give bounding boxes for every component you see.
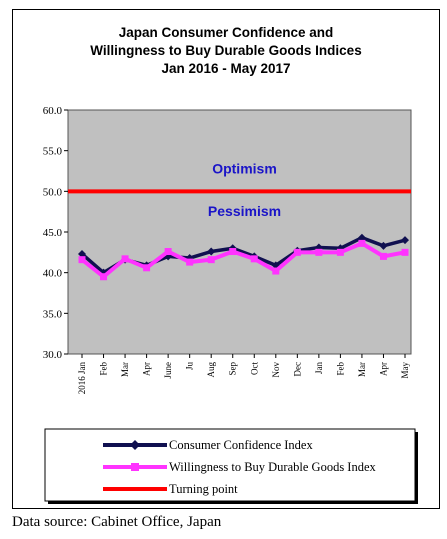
series-2-point xyxy=(164,248,172,256)
x-tick-label: Jan xyxy=(314,362,324,374)
x-tick-label: Apr xyxy=(378,362,388,376)
legend-label-3: Turning point xyxy=(169,482,238,496)
series-line-2 xyxy=(80,241,406,279)
series-2-point xyxy=(78,256,86,264)
y-tick-label: 60.0 xyxy=(43,105,63,117)
y-tick-label: 55.0 xyxy=(43,146,63,158)
series-2-point xyxy=(100,273,108,281)
x-tick-label: June xyxy=(163,362,173,379)
x-tick-label: Feb xyxy=(335,362,345,376)
x-tick-label: May xyxy=(400,362,410,379)
series-1-point xyxy=(379,241,388,250)
y-tick-label: 50.0 xyxy=(43,186,63,198)
series-2-point xyxy=(186,258,194,266)
x-tick-label: Mar xyxy=(120,362,130,377)
series-2-point xyxy=(336,248,344,256)
x-tick-label: Sep xyxy=(228,362,238,376)
series-2-point xyxy=(358,239,366,247)
series-2-point xyxy=(143,264,151,272)
series-1-point xyxy=(78,249,86,258)
annotation-optimism: Optimism xyxy=(212,161,277,177)
data-source-caption: Data source: Cabinet Office, Japan xyxy=(12,514,222,530)
x-tick-label: Dec xyxy=(292,362,302,377)
annotation-pessimism: Pessimism xyxy=(208,203,281,219)
series-2-point xyxy=(379,252,387,260)
series-2-point xyxy=(401,248,409,256)
series-2-point xyxy=(121,255,129,263)
legend-marker-2 xyxy=(131,463,139,471)
y-tick-label: 30.0 xyxy=(43,349,63,361)
x-tick-label: Mar xyxy=(357,362,367,377)
series-1-point xyxy=(357,233,366,242)
series-1-point xyxy=(207,247,216,256)
series-2-point xyxy=(207,256,215,264)
x-tick-label: Aug xyxy=(206,362,216,378)
chart-title-line: Jan 2016 - May 2017 xyxy=(161,61,290,76)
x-tick-label: 2016 Jan xyxy=(77,362,87,395)
series-1-point xyxy=(401,236,409,245)
x-tick-label: Oct xyxy=(249,362,259,375)
series-2-point xyxy=(272,267,280,275)
y-tick-label: 40.0 xyxy=(43,268,63,280)
series-2-point xyxy=(250,255,258,263)
series-2-point xyxy=(315,248,323,256)
chart-title-line: Willingness to Buy Durable Goods Indices xyxy=(90,43,361,58)
chart-frame: Japan Consumer Confidence and Willingness… xyxy=(12,9,440,509)
series-1-point xyxy=(271,261,280,270)
legend-label-1: Consumer Confidence Index xyxy=(169,438,313,452)
y-tick-label: 35.0 xyxy=(43,308,63,320)
x-tick-label: Ju xyxy=(185,362,195,371)
plot-area xyxy=(67,109,412,355)
legend-marker-1 xyxy=(130,440,140,450)
x-tick-label: Feb xyxy=(99,362,109,376)
y-tick-label: 45.0 xyxy=(43,227,63,239)
x-tick-label: Apr xyxy=(142,362,152,376)
chart-title-line: Japan Consumer Confidence and xyxy=(119,25,334,40)
x-tick-label: Nov xyxy=(271,362,281,378)
series-2-point xyxy=(229,248,237,256)
legend-label-2: Willingness to Buy Durable Goods Index xyxy=(169,460,377,474)
chart-svg: Japan Consumer Confidence and Willingness… xyxy=(43,25,418,504)
series-2-point xyxy=(293,248,301,256)
